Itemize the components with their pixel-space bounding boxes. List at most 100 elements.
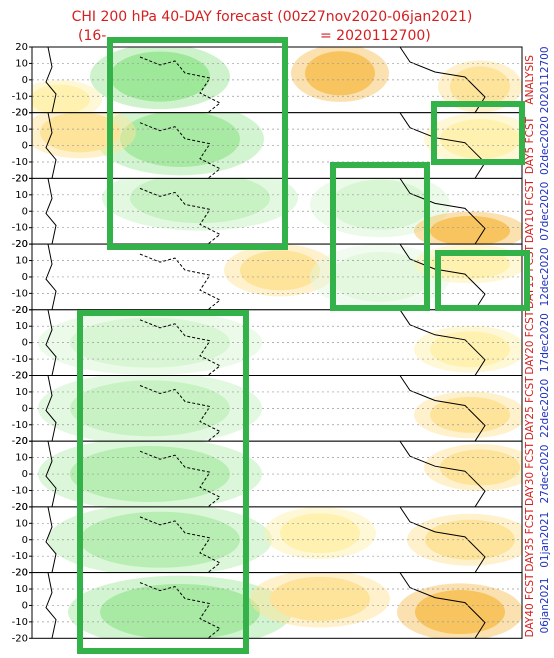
shade-blob	[120, 112, 240, 167]
subtitle: (16-	[78, 28, 106, 44]
shade-blob	[270, 576, 370, 621]
highlight-boxes	[77, 37, 530, 654]
shade-blob	[100, 584, 260, 639]
y-tick-label: 20	[15, 305, 28, 316]
panel-date: 17dec2020	[539, 313, 551, 372]
y-tick-label: 0	[22, 469, 28, 480]
panel: 20 10 0 -10 -20 DAY30 FCST 27dec2020	[12, 436, 551, 513]
panel: 20 10 0 -10 -20 DAY10 FCST 07dec2020	[12, 173, 551, 250]
coastline	[45, 244, 57, 310]
y-tick-label: 20	[15, 239, 28, 250]
y-tick-label: -20	[12, 502, 28, 513]
coastline	[399, 309, 486, 376]
shade-blob	[330, 179, 430, 230]
shade-blob	[450, 66, 510, 107]
coastline	[399, 441, 486, 507]
y-tick-label: -10	[12, 288, 28, 299]
coastline	[139, 385, 221, 442]
y-tick-label: -20	[12, 239, 28, 250]
coastline	[45, 375, 57, 442]
y-tick-label: 0	[22, 403, 28, 414]
y-tick-label: 20	[15, 436, 28, 447]
panel-label: DAY5 FCST	[524, 116, 536, 174]
coastline	[45, 506, 57, 573]
y-tick-label: 10	[15, 190, 28, 201]
panel: 20 10 0 -10 -20 ANALYSIS 2020112700	[12, 42, 551, 119]
panel-date: 06jan2021	[539, 577, 551, 633]
y-tick-label: 20	[15, 108, 28, 119]
highlight-box	[435, 250, 530, 311]
panel-frame	[31, 572, 523, 639]
coastline	[45, 47, 57, 113]
shade-blob	[110, 51, 210, 102]
y-tick-label: 20	[15, 502, 28, 513]
y-tick-label: 10	[15, 453, 28, 464]
y-tick-label: 10	[15, 124, 28, 135]
coastline	[139, 319, 221, 376]
shading	[38, 441, 522, 507]
panel-label: DAY40 FCST	[524, 573, 536, 637]
shade-blob	[330, 251, 430, 302]
y-tick-label: 10	[15, 58, 28, 69]
y-tick-label: 0	[22, 206, 28, 217]
panels: 20 10 0 -10 -20 ANALYSIS 2020112700 20 10 0 -10 -20…	[12, 42, 551, 645]
shade-blob	[430, 215, 510, 245]
highlight-box	[77, 310, 249, 654]
y-tick-label: -20	[12, 633, 28, 644]
shading	[32, 47, 522, 113]
shade-blob	[40, 112, 120, 153]
panel-date: 12dec2020	[539, 247, 551, 306]
y-tick-label: 0	[22, 141, 28, 152]
coastline	[399, 47, 486, 113]
panel-label: DAY30 FCST	[524, 442, 536, 506]
shade-blob	[430, 331, 510, 368]
coastline	[399, 506, 486, 573]
coastline	[45, 572, 57, 639]
coastline	[139, 56, 221, 113]
y-tick-label: 10	[15, 518, 28, 529]
coastline	[45, 309, 57, 376]
y-tick-label: -10	[12, 223, 28, 234]
y-tick-label: -10	[12, 485, 28, 496]
shade-blob	[130, 178, 270, 224]
shading	[45, 572, 522, 639]
panel-label: DAY25 FCST	[524, 376, 536, 440]
y-tick-label: 0	[22, 272, 28, 283]
y-tick-label: -20	[12, 436, 28, 447]
coastline	[139, 582, 221, 639]
y-tick-label: 0	[22, 338, 28, 349]
y-tick-label: 20	[15, 568, 28, 579]
panel-date: 22dec2020	[539, 379, 551, 438]
coastline	[399, 112, 486, 179]
highlight-box	[431, 101, 525, 165]
panel: 20 10 0 -10 -20 DAY35 FCST 01jan2021	[12, 502, 551, 579]
highlight-box	[330, 162, 430, 311]
y-tick-label: 10	[15, 584, 28, 595]
coastline	[139, 450, 221, 507]
shading	[38, 375, 522, 442]
y-tick-label: 0	[22, 535, 28, 546]
y-tick-label: -20	[12, 371, 28, 382]
y-tick-label: 10	[15, 256, 28, 267]
panel-label: ANALYSIS	[524, 55, 536, 105]
shade-blob	[440, 118, 520, 159]
coastline	[139, 187, 221, 245]
y-tick-label: 10	[15, 321, 28, 332]
y-tick-label: 20	[15, 173, 28, 184]
coastline	[139, 122, 221, 179]
shade-blob	[415, 590, 505, 635]
coastline	[399, 375, 486, 442]
shading	[32, 112, 522, 179]
y-tick-label: -20	[12, 568, 28, 579]
panel: 20 10 0 -10 -20 DAY40 FCST 06jan2021	[12, 568, 551, 645]
y-tick-label: 20	[15, 42, 28, 53]
panel: 20 10 0 -10 -20 DAY20 FCST 17dec2020	[12, 305, 551, 382]
y-tick-label: -10	[12, 157, 28, 168]
panel: 20 10 0 -10 -20 DAY25 FCST 22dec2020	[12, 371, 551, 448]
shade-blob	[440, 449, 520, 486]
panel-date: 27dec2020	[539, 445, 551, 504]
shade-blob	[425, 519, 515, 560]
coastline	[45, 112, 57, 179]
panel-label: DAY20 FCST	[524, 310, 536, 374]
